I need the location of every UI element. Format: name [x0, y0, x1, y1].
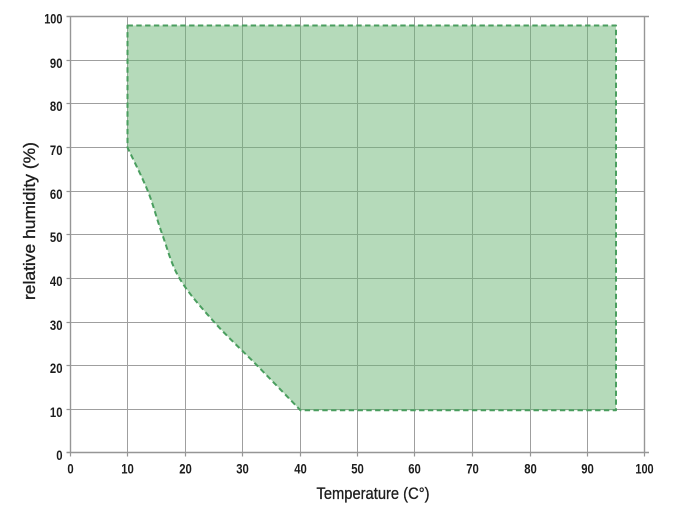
svg-text:10: 10 [121, 461, 134, 477]
svg-text:70: 70 [466, 461, 479, 477]
svg-text:20: 20 [179, 461, 192, 477]
svg-text:30: 30 [50, 317, 63, 333]
svg-text:70: 70 [50, 142, 63, 158]
svg-text:100: 100 [635, 461, 653, 477]
svg-text:20: 20 [50, 360, 63, 376]
svg-text:100: 100 [44, 11, 62, 27]
svg-text:0: 0 [56, 447, 62, 463]
svg-text:40: 40 [294, 461, 307, 477]
svg-text:90: 90 [50, 55, 63, 71]
svg-text:50: 50 [50, 229, 63, 245]
svg-text:60: 60 [50, 186, 63, 202]
svg-text:10: 10 [50, 404, 63, 420]
svg-text:0: 0 [67, 461, 73, 477]
svg-text:80: 80 [524, 461, 537, 477]
svg-text:80: 80 [50, 98, 63, 114]
svg-text:Temperature (C°): Temperature (C°) [317, 485, 430, 503]
svg-text:40: 40 [50, 273, 63, 289]
svg-text:30: 30 [236, 461, 249, 477]
svg-text:90: 90 [581, 461, 594, 477]
svg-text:60: 60 [408, 461, 421, 477]
svg-text:relative humidity (%): relative humidity (%) [21, 142, 39, 300]
svg-text:50: 50 [351, 461, 364, 477]
